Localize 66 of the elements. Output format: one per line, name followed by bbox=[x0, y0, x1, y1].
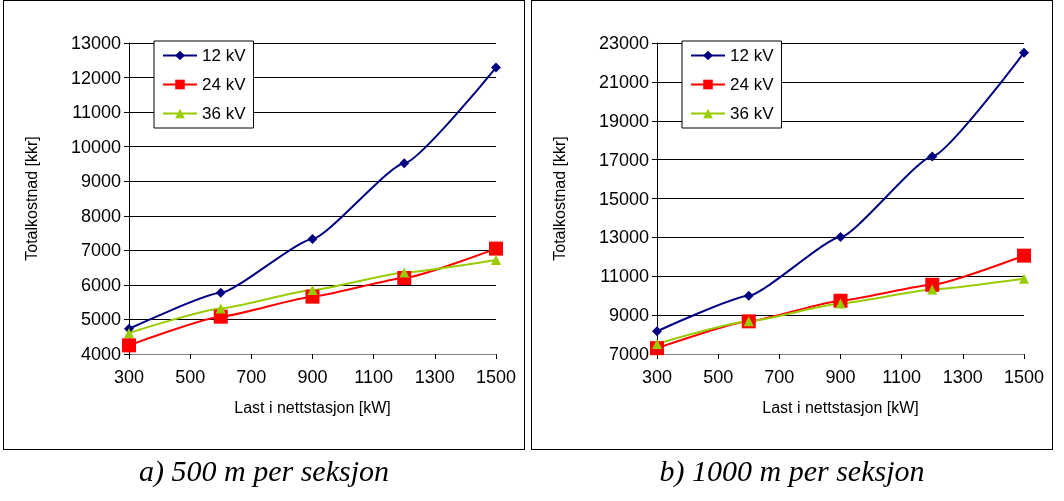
x-tick-label: 500 bbox=[703, 367, 734, 387]
text: b) 1000 m per seksjon bbox=[658, 454, 926, 488]
y-tick-label: 13000 bbox=[598, 227, 649, 248]
point bbox=[399, 158, 410, 169]
x-axis-title: Last i nettstasjon [kW] bbox=[234, 398, 391, 416]
legend-label: 36 kV bbox=[202, 104, 247, 123]
y-axis-title: Totalkostnad [kkr] bbox=[550, 136, 568, 261]
y-tick-label: 11000 bbox=[72, 102, 121, 123]
point bbox=[835, 231, 846, 242]
y-tick-label: 9000 bbox=[80, 171, 121, 192]
y-tick-label: 23000 bbox=[598, 33, 649, 53]
point bbox=[1019, 273, 1029, 284]
y-tick-label: 10000 bbox=[70, 136, 121, 157]
point bbox=[489, 241, 503, 256]
point bbox=[122, 338, 136, 353]
text: a) 500 m per seksjon bbox=[138, 454, 390, 488]
x-tick-label: 300 bbox=[113, 367, 145, 387]
x-tick-label: 1100 bbox=[354, 367, 394, 387]
x-tick-label: 500 bbox=[175, 367, 206, 387]
y-tick-label: 11000 bbox=[600, 266, 649, 287]
y-tick-label: 17000 bbox=[598, 149, 649, 170]
y-tick-label: 19000 bbox=[598, 110, 649, 131]
point bbox=[491, 255, 501, 266]
legend-label: 24 kV bbox=[202, 75, 247, 94]
point bbox=[215, 287, 226, 298]
x-axis-title: Last i nettstasjon [kW] bbox=[762, 398, 919, 416]
legend-label: 12 kV bbox=[730, 46, 775, 65]
point bbox=[927, 284, 938, 295]
point bbox=[124, 327, 134, 338]
legend-label: 12 kV bbox=[202, 46, 247, 65]
point bbox=[652, 338, 662, 349]
point bbox=[215, 303, 226, 314]
x-tick-label: 700 bbox=[764, 367, 795, 387]
y-tick-label: 13000 bbox=[70, 33, 121, 53]
point bbox=[307, 285, 318, 296]
x-tick-label: 900 bbox=[825, 367, 856, 387]
y-tick-label: 6000 bbox=[80, 274, 121, 295]
x-tick-label: 1300 bbox=[414, 367, 455, 387]
y-tick-label: 8000 bbox=[80, 205, 121, 226]
x-tick-label: 300 bbox=[641, 367, 673, 387]
point bbox=[743, 290, 754, 301]
point bbox=[1019, 47, 1029, 58]
point bbox=[307, 233, 318, 244]
y-tick-label: 9000 bbox=[608, 305, 649, 326]
point bbox=[491, 62, 501, 73]
y-tick-label: 7000 bbox=[80, 240, 121, 261]
y-tick-label: 5000 bbox=[80, 309, 121, 330]
x-tick-label: 900 bbox=[297, 367, 328, 387]
x-tick-label: 700 bbox=[236, 367, 267, 387]
x-tick-label: 1500 bbox=[1003, 367, 1045, 387]
x-tick-label: 1300 bbox=[942, 367, 983, 387]
y-tick-label: 21000 bbox=[598, 71, 649, 92]
y-tick-label: 15000 bbox=[598, 188, 649, 209]
y-tick-label: 7000 bbox=[608, 344, 649, 364]
point bbox=[1017, 248, 1031, 263]
legend-label: 36 kV bbox=[730, 104, 775, 123]
x-tick-label: 1100 bbox=[882, 367, 922, 387]
legend-label: 24 kV bbox=[730, 75, 775, 94]
y-tick-label: 4000 bbox=[80, 344, 121, 364]
point bbox=[652, 326, 662, 337]
x-tick-label: 1500 bbox=[475, 367, 517, 387]
point bbox=[399, 267, 410, 278]
point bbox=[835, 298, 846, 309]
point bbox=[927, 151, 938, 162]
y-axis-title: Totalkostnad [kkr] bbox=[22, 136, 40, 261]
y-tick-label: 12000 bbox=[70, 67, 121, 88]
